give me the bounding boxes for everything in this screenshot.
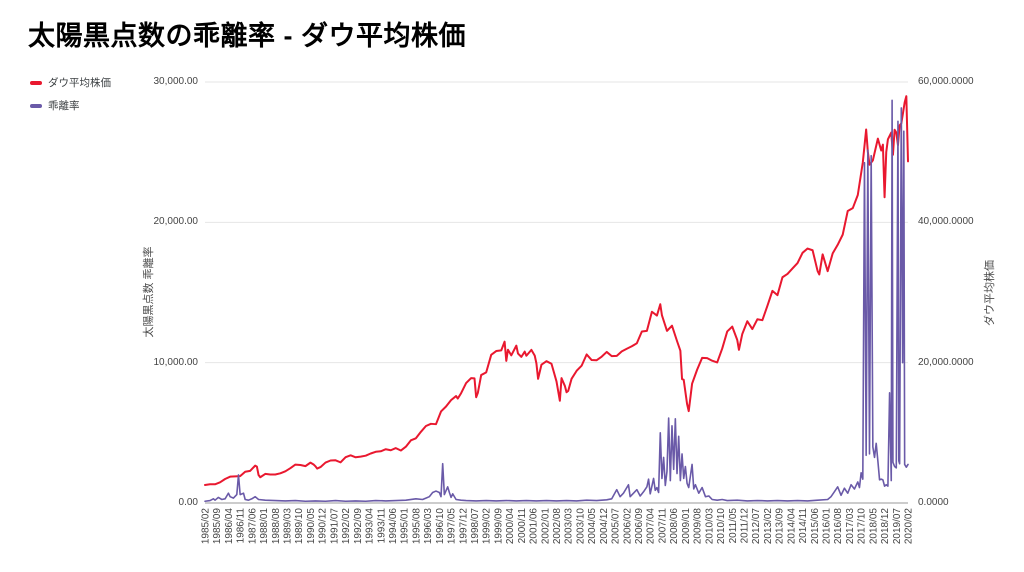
x-axis-tick-label: 1999/09 bbox=[493, 508, 504, 545]
x-axis-tick-label: 1995/01 bbox=[400, 508, 411, 545]
x-axis-tick-label: 2016/01 bbox=[822, 508, 833, 545]
x-axis-tick-label: 2009/01 bbox=[681, 508, 692, 545]
x-axis-tick-label: 2004/12 bbox=[599, 508, 610, 545]
x-axis-tick-label: 1992/09 bbox=[353, 508, 364, 545]
x-axis-tick-label: 1988/01 bbox=[259, 508, 270, 545]
x-axis-tick-label: 2007/11 bbox=[658, 508, 669, 544]
legend-label-dow: ダウ平均株価 bbox=[48, 77, 111, 89]
x-axis-tick-label: 1998/07 bbox=[470, 508, 481, 545]
x-axis-tick-label: 2007/04 bbox=[646, 508, 657, 545]
x-axis-tick-label: 2020/02 bbox=[904, 508, 915, 545]
x-axis-tick-label: 2003/10 bbox=[575, 508, 586, 545]
x-axis-tick-label: 2013/02 bbox=[763, 508, 774, 545]
x-axis-tick-label: 1987/06 bbox=[247, 508, 258, 545]
x-axis-tick-label: 1992/02 bbox=[341, 508, 352, 545]
x-axis-tick-label: 1990/12 bbox=[318, 508, 329, 545]
legend-label-deviation: 乖離率 bbox=[48, 100, 80, 112]
x-axis-tick-label: 2001/06 bbox=[529, 508, 540, 545]
series-dow-line bbox=[204, 95, 909, 486]
x-axis-tick-label: 2011/05 bbox=[728, 508, 739, 544]
x-axis-tick-label: 2013/09 bbox=[775, 508, 786, 545]
x-axis-tick-label: 1986/11 bbox=[236, 508, 247, 544]
x-axis-tick-label: 2006/02 bbox=[622, 508, 633, 545]
x-axis-tick-label: 1986/04 bbox=[224, 508, 235, 545]
y-axis-tick-label-left: 20,000.00 bbox=[153, 216, 199, 228]
x-axis-tick-label: 1997/05 bbox=[447, 508, 458, 545]
x-axis-tick-label: 2010/03 bbox=[704, 508, 715, 545]
x-axis-tick-label: 2002/08 bbox=[552, 508, 563, 545]
x-axis-tick-label: 2015/06 bbox=[810, 508, 821, 545]
x-axis-tick-label: 1985/02 bbox=[201, 508, 212, 545]
x-axis-tick-label: 2019/07 bbox=[892, 508, 903, 545]
x-axis-tick-label: 1990/05 bbox=[306, 508, 317, 545]
y-axis-tick-label-left: 10,000.00 bbox=[153, 356, 199, 368]
y-axis-tick-label-right: 60,000.0000 bbox=[918, 76, 974, 87]
x-axis-tick-label: 1989/03 bbox=[283, 508, 294, 545]
legend-swatch-deviation bbox=[30, 103, 42, 108]
x-axis-tick-label: 2000/11 bbox=[517, 508, 528, 544]
x-axis-tick-label: 2000/04 bbox=[505, 508, 516, 545]
legend-item-deviation: 乖離率 bbox=[30, 94, 111, 117]
legend-swatch-dow bbox=[30, 80, 42, 85]
x-axis-tick-label: 1997/12 bbox=[458, 508, 469, 545]
x-axis-tick-label: 2005/07 bbox=[611, 508, 622, 545]
y-axis-tick-label-left: 30,000.00 bbox=[153, 76, 199, 87]
x-axis-tick-label: 2008/06 bbox=[669, 508, 680, 545]
x-axis-tick-label: 2006/09 bbox=[634, 508, 645, 545]
x-axis-tick-label: 2011/12 bbox=[740, 508, 751, 544]
x-axis-tick-label: 1994/06 bbox=[388, 508, 399, 545]
x-axis-tick-label: 1991/07 bbox=[329, 508, 340, 545]
x-axis-tick-label: 1993/11 bbox=[376, 508, 387, 544]
chart-title: 太陽黒点数の乖離率 - ダウ平均株価 bbox=[28, 21, 466, 51]
x-axis-tick-label: 1993/04 bbox=[365, 508, 376, 545]
x-axis-tick-label: 1996/10 bbox=[435, 508, 446, 545]
x-axis-tick-label: 2010/10 bbox=[716, 508, 727, 545]
x-axis-tick-label: 1995/08 bbox=[411, 508, 422, 545]
series-deviation-line bbox=[204, 99, 909, 503]
x-axis-tick-label: 2017/03 bbox=[845, 508, 856, 545]
y-axis-tick-label-right: 40,000.0000 bbox=[918, 216, 974, 228]
legend: ダウ平均株価 乖離率 bbox=[30, 71, 111, 117]
x-axis-tick-label: 2012/07 bbox=[751, 508, 762, 545]
x-axis-tick-label: 1985/09 bbox=[212, 508, 223, 545]
x-axis-tick-label: 2003/03 bbox=[564, 508, 575, 545]
x-axis-tick-label: 1996/03 bbox=[423, 508, 434, 545]
x-axis-tick-label: 1988/08 bbox=[271, 508, 282, 545]
x-axis-tick-label: 2017/10 bbox=[857, 508, 868, 545]
x-axis-tick-label: 2004/05 bbox=[587, 508, 598, 545]
x-axis-tick-label: 2018/12 bbox=[880, 508, 891, 545]
y-axis-tick-label-right: 0.0000 bbox=[918, 497, 949, 508]
x-axis-tick-label: 2014/11 bbox=[798, 508, 809, 544]
x-axis-tick-label: 2002/01 bbox=[540, 508, 551, 545]
y-axis-tick-label-left: 0.00 bbox=[178, 497, 198, 508]
y-axis-tick-label-right: 20,000.0000 bbox=[918, 356, 974, 368]
x-axis-tick-label: 1989/10 bbox=[294, 508, 305, 545]
x-axis-tick-label: 2016/08 bbox=[833, 508, 844, 545]
legend-item-dow: ダウ平均株価 bbox=[30, 71, 111, 94]
x-axis-tick-label: 2018/05 bbox=[868, 508, 879, 545]
x-axis-tick-label: 2009/08 bbox=[693, 508, 704, 545]
x-axis-tick-label: 1999/02 bbox=[482, 508, 493, 545]
x-axis-tick-label: 2014/04 bbox=[786, 508, 797, 545]
